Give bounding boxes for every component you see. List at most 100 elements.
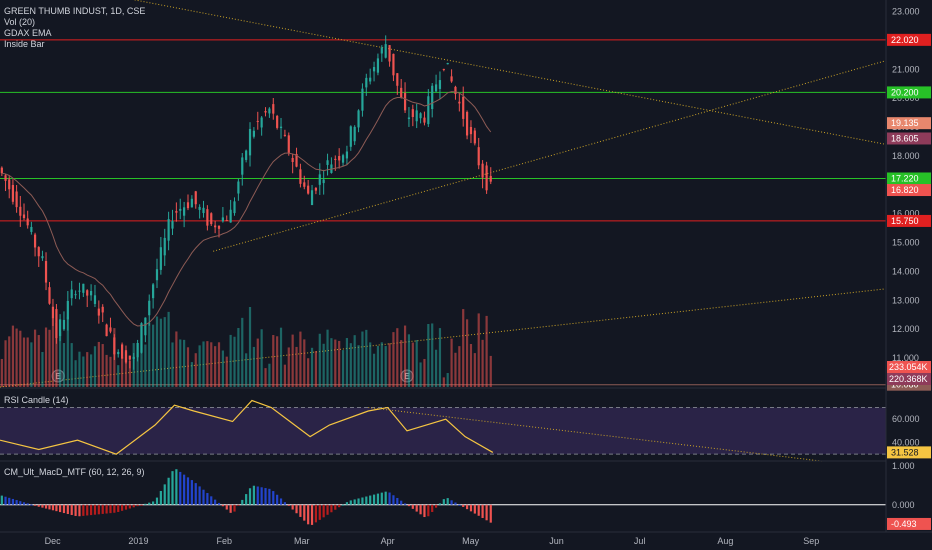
candle-body[interactable]	[477, 147, 480, 166]
candle-body[interactable]	[30, 226, 33, 232]
candle-body[interactable]	[62, 319, 66, 330]
candle-body[interactable]	[221, 217, 224, 222]
candle-body[interactable]	[423, 117, 426, 123]
candle-body[interactable]	[376, 58, 380, 73]
candle-body[interactable]	[202, 207, 205, 214]
candle-body[interactable]	[276, 115, 279, 128]
candle-body[interactable]	[299, 169, 302, 184]
candle-body[interactable]	[74, 294, 77, 296]
candle-body[interactable]	[361, 88, 364, 111]
candle-body[interactable]	[78, 290, 81, 292]
candle-body[interactable]	[70, 289, 73, 299]
candle-body[interactable]	[345, 151, 349, 159]
candle-body[interactable]	[19, 206, 22, 216]
candle-body[interactable]	[171, 221, 174, 229]
candle-body[interactable]	[233, 201, 236, 214]
candle-body[interactable]	[186, 202, 190, 209]
candle-body[interactable]	[318, 174, 321, 185]
candle-body[interactable]	[349, 126, 352, 147]
candle-body[interactable]	[82, 283, 85, 293]
candle-body[interactable]	[434, 84, 438, 92]
candle-body[interactable]	[295, 153, 298, 167]
candle-body[interactable]	[380, 47, 383, 54]
candle-body[interactable]	[407, 117, 411, 119]
candle-body[interactable]	[450, 76, 453, 82]
candle-body[interactable]	[431, 85, 434, 110]
candle-body[interactable]	[245, 150, 248, 160]
candle-body[interactable]	[152, 284, 155, 299]
rsi-line[interactable]	[0, 399, 494, 455]
candle-body[interactable]	[175, 211, 178, 213]
candle-body[interactable]	[44, 261, 48, 283]
rsi-trendline[interactable]	[368, 407, 823, 462]
candle-body[interactable]	[128, 355, 131, 360]
candle-body[interactable]	[419, 113, 422, 119]
candle-body[interactable]	[179, 208, 182, 211]
candle-body[interactable]	[183, 207, 186, 216]
candle-body[interactable]	[159, 247, 162, 270]
candle-body[interactable]	[489, 175, 492, 182]
candle-body[interactable]	[206, 209, 209, 226]
candle-body[interactable]	[256, 120, 259, 122]
ema-line[interactable]	[1, 91, 492, 327]
candle-body[interactable]	[462, 96, 465, 119]
candle-body[interactable]	[481, 163, 484, 178]
candle-body[interactable]	[117, 351, 120, 355]
candle-body[interactable]	[97, 308, 100, 316]
candle-body[interactable]	[41, 256, 44, 259]
candle-body[interactable]	[252, 130, 255, 137]
candle-body[interactable]	[11, 184, 15, 202]
descending-trendline[interactable]	[105, 0, 887, 145]
candle-body[interactable]	[8, 179, 11, 190]
candle-body[interactable]	[310, 190, 314, 206]
candle-body[interactable]	[338, 156, 341, 161]
candle-body[interactable]	[22, 214, 26, 219]
candle-body[interactable]	[37, 247, 40, 257]
candle-body[interactable]	[287, 135, 290, 153]
ascending-trendline[interactable]	[213, 60, 887, 252]
candle-body[interactable]	[341, 155, 345, 163]
candle-body[interactable]	[283, 134, 287, 136]
candle-body[interactable]	[109, 327, 112, 332]
candle-body[interactable]	[260, 117, 263, 128]
candle-body[interactable]	[322, 179, 325, 184]
candle-body[interactable]	[148, 300, 151, 316]
candle-body[interactable]	[163, 237, 166, 256]
candle-body[interactable]	[26, 218, 29, 226]
candle-body[interactable]	[4, 175, 7, 181]
candle-body[interactable]	[167, 219, 170, 241]
candle-body[interactable]	[48, 287, 51, 304]
candle-body[interactable]	[357, 110, 360, 128]
candle-body[interactable]	[415, 110, 418, 122]
candle-body[interactable]	[101, 306, 104, 313]
candle-body[interactable]	[264, 110, 267, 113]
candle-body[interactable]	[469, 126, 473, 135]
candle-body[interactable]	[427, 96, 430, 125]
candle-body[interactable]	[307, 185, 310, 194]
candle-body[interactable]	[89, 291, 93, 296]
candle-body[interactable]	[454, 86, 457, 95]
candle-body[interactable]	[334, 158, 337, 160]
candle-body[interactable]	[241, 157, 244, 175]
candle-body[interactable]	[86, 290, 89, 296]
candle-body[interactable]	[66, 300, 69, 320]
candle-body[interactable]	[438, 80, 442, 89]
rsi-pane[interactable]	[0, 399, 886, 462]
candle-body[interactable]	[473, 130, 476, 144]
macd-pane[interactable]	[0, 469, 886, 525]
candle-body[interactable]	[93, 295, 97, 304]
candle-body[interactable]	[0, 167, 3, 174]
candle-body[interactable]	[105, 324, 108, 337]
candle-body[interactable]	[388, 45, 391, 62]
candle-body[interactable]	[279, 126, 283, 129]
candle-body[interactable]	[217, 225, 221, 229]
candle-body[interactable]	[458, 101, 461, 104]
candle-body[interactable]	[268, 108, 271, 114]
candle-body[interactable]	[326, 160, 329, 165]
candle-body[interactable]	[194, 191, 197, 205]
candle-body[interactable]	[229, 209, 232, 223]
candle-body[interactable]	[237, 181, 240, 194]
candle-body[interactable]	[396, 73, 399, 86]
